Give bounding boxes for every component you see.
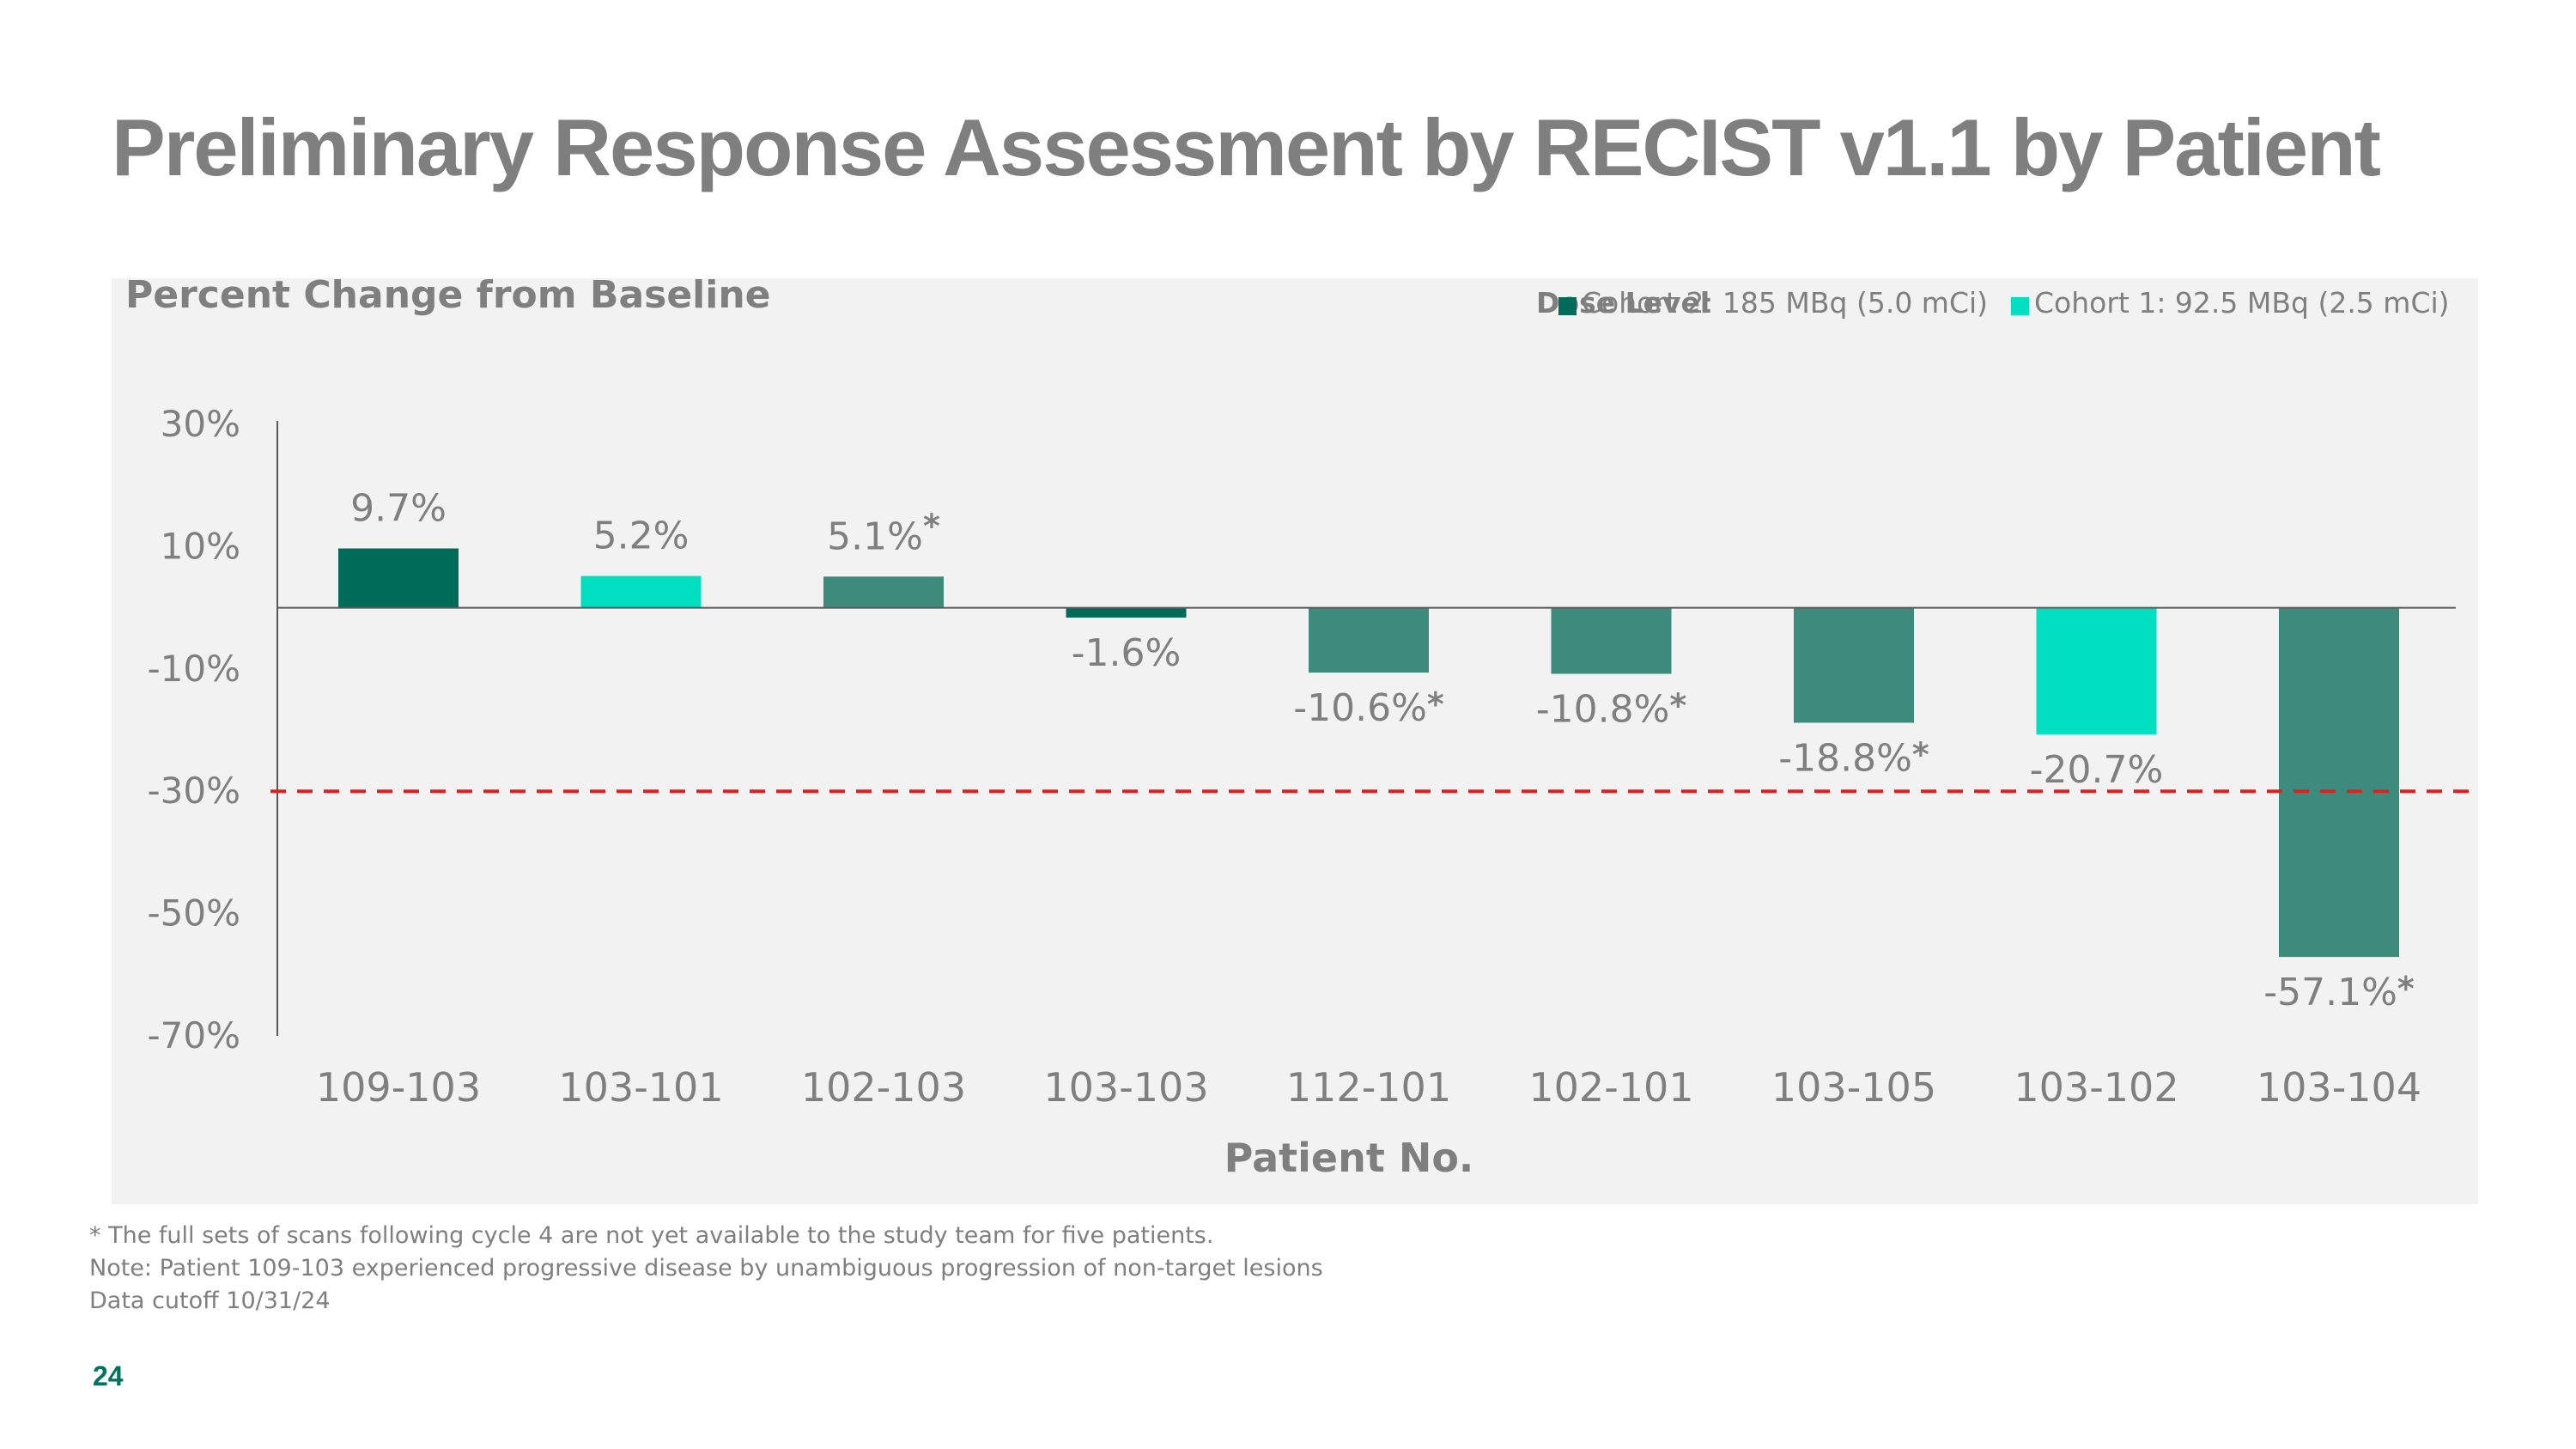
data-label: -10.6%* xyxy=(1293,685,1444,730)
x-tick-label: 112-101 xyxy=(1286,1064,1451,1111)
bar xyxy=(338,548,459,608)
page-number: 24 xyxy=(93,1361,124,1391)
page-title: Preliminary Response Assessment by RECIS… xyxy=(112,102,2381,192)
x-tick-label: 102-103 xyxy=(801,1064,966,1111)
x-tick-label: 109-103 xyxy=(316,1064,481,1111)
data-label: -10.8%* xyxy=(1536,686,1687,731)
x-tick-label: 103-105 xyxy=(1771,1064,1936,1111)
y-tick-labels: 30% 10% -10% -30% -50% -70% xyxy=(147,403,240,1056)
y-tick-label: -70% xyxy=(147,1014,240,1056)
bar xyxy=(2279,607,2399,958)
legend-label-cohort-1: Cohort 1: 92.5 MBq (2.5 mCi) xyxy=(2034,286,2450,320)
chart-panel: Percent Change from Baseline Dose Level … xyxy=(112,278,2478,1204)
y-tick-label: -30% xyxy=(147,770,240,812)
bar xyxy=(1309,607,1429,673)
x-tick-label: 102-101 xyxy=(1528,1064,1693,1111)
data-label: -57.1%* xyxy=(2263,970,2415,1014)
legend-swatch-cohort-2 xyxy=(1558,297,1577,315)
footnote-data-cutoff: Data cutoff 10/31/24 xyxy=(89,1288,331,1314)
legend-label-cohort-2: Cohort 2: 185 MBq (5.0 mCi) xyxy=(1582,286,1988,320)
data-label: 9.7% xyxy=(350,487,447,531)
footnote-note: Note: Patient 109-103 experienced progre… xyxy=(89,1255,1323,1282)
y-tick-label: -50% xyxy=(147,892,240,935)
x-tick-label: 103-101 xyxy=(558,1064,723,1111)
footnote-asterisk: * The full sets of scans following cycle… xyxy=(89,1222,1214,1249)
data-label: 5.2% xyxy=(593,514,690,558)
data-label: -20.7% xyxy=(2030,748,2164,792)
bar xyxy=(580,575,702,608)
data-label: -18.8%* xyxy=(1778,735,1929,780)
bar xyxy=(1551,607,1672,674)
x-tick-label: 103-103 xyxy=(1043,1064,1208,1111)
bar xyxy=(2036,607,2157,734)
data-labels: 9.7% 5.2% 5.1%* -1.6% -10.6%* -10.8%* -18.8%* -… xyxy=(350,487,2415,1015)
x-tick-label: 103-104 xyxy=(2257,1064,2421,1111)
data-label: 5.1%* xyxy=(827,507,940,558)
x-tick-labels: 109-103 103-101 102-103 103-103 112-101 102-1… xyxy=(316,1064,2421,1111)
response-bar-chart: Percent Change from Baseline Dose Level … xyxy=(125,278,2469,1181)
bar xyxy=(823,576,944,608)
y-tick-label: 10% xyxy=(161,525,240,567)
y-tick-label: -10% xyxy=(147,648,240,690)
x-tick-label: 103-102 xyxy=(2014,1064,2178,1111)
legend: Dose Level Cohort 2: 185 MBq (5.0 mCi) C… xyxy=(1536,286,2450,320)
footnotes: * The full sets of scans following cycle… xyxy=(89,1220,1323,1318)
bar xyxy=(1066,607,1187,618)
legend-swatch-cohort-1 xyxy=(2011,297,2029,315)
y-axis-label: Percent Change from Baseline xyxy=(125,278,771,317)
bars xyxy=(338,548,2399,958)
x-axis-label: Patient No. xyxy=(1224,1135,1474,1181)
data-label: -1.6% xyxy=(1072,631,1182,675)
bar xyxy=(1794,607,1914,723)
y-tick-label: 30% xyxy=(161,403,240,445)
